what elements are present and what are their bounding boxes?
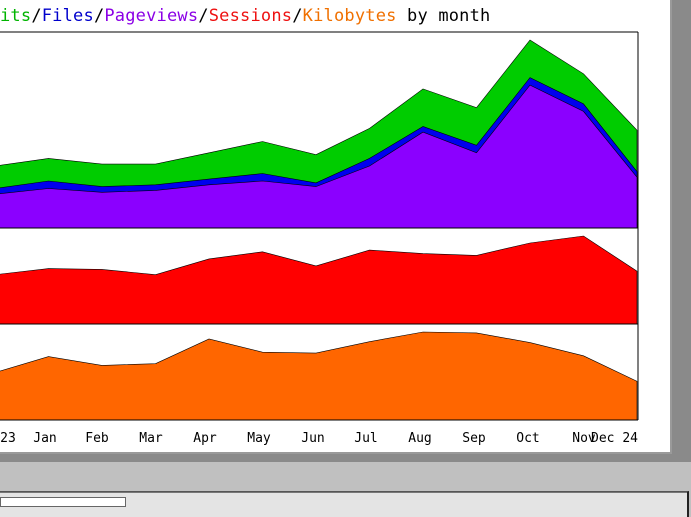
kilobytes-area: [0, 331, 638, 421]
title-part: by month: [396, 6, 491, 26]
chart-panel: its/Files/Pageviews/Sessions/Kilobytes b…: [0, 0, 672, 454]
progress-bar: [0, 497, 126, 507]
title-part: Kilobytes: [302, 6, 397, 26]
title-part: Files: [41, 6, 94, 26]
title-part: /: [292, 6, 303, 26]
title-part: Sessions: [208, 6, 293, 26]
x-tick-label: May: [247, 431, 271, 446]
x-tick-label: Feb: [85, 431, 109, 446]
x-tick-label: Mar: [139, 431, 163, 446]
x-tick-label: Apr: [193, 431, 217, 446]
chart-title: its/Files/Pageviews/Sessions/Kilobytes b…: [0, 6, 491, 26]
title-part: /: [198, 6, 209, 26]
x-tick-label: Jul: [354, 431, 377, 446]
pageviews-area: [0, 84, 638, 229]
title-part: /: [93, 6, 105, 26]
x-tick-label: Dec 24: [591, 431, 638, 446]
title-part: its: [0, 6, 32, 26]
sessions-area: [0, 235, 638, 325]
x-tick-label: Sep: [462, 431, 486, 446]
x-tick-label: 23: [0, 431, 16, 446]
x-tick-label: Jun: [301, 431, 324, 446]
window-frame-right: [672, 0, 691, 462]
x-tick-label: Nov: [572, 431, 596, 446]
title-part: Pageviews: [104, 6, 199, 26]
x-tick-label: Aug: [408, 431, 431, 446]
panel-shadow: [0, 454, 672, 462]
toolbar-divider: [0, 492, 687, 493]
x-tick-label: Oct: [516, 431, 539, 446]
bottom-toolbar: [0, 491, 689, 517]
title-part: /: [31, 6, 42, 26]
x-tick-label: Jan: [33, 431, 56, 446]
